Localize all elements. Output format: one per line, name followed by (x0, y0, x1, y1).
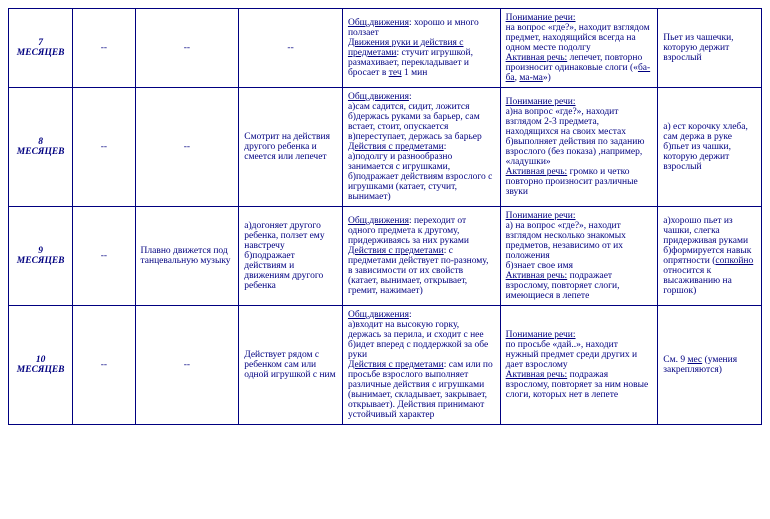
text: по просьбе «дай..», находит нужный предм… (506, 340, 637, 370)
cell: а)догоняет другого ребенка, ползет ему н… (239, 207, 343, 306)
text: 1 мин (402, 68, 428, 78)
cell: См. 9 мес (умения закрепляются) (658, 306, 762, 425)
text: относится к высаживанию на горшок) (663, 266, 732, 296)
cell: -- (135, 306, 239, 425)
heading: Понимание речи: (506, 97, 576, 107)
cell: Понимание речи: а) на вопрос «где?», нах… (500, 207, 658, 306)
cell: а) ест корочку хлеба, сам держа в руке б… (658, 88, 762, 207)
age-cell: 9 МЕСЯЦЕВ (9, 207, 73, 306)
cell: -- (73, 207, 135, 306)
text: а) на вопрос «где?», находит взглядом не… (506, 221, 626, 271)
text: а)на вопрос «где?», находит взглядом 2-3… (506, 107, 645, 167)
cell: -- (73, 9, 135, 88)
heading: Общ.движения (348, 216, 409, 226)
table-row: 10 МЕСЯЦЕВ -- -- Действует рядом с ребен… (9, 306, 762, 425)
cell: -- (135, 88, 239, 207)
heading: Общ.движения (348, 92, 409, 102)
age-cell: 10 МЕСЯЦЕВ (9, 306, 73, 425)
table-row: 9 МЕСЯЦЕВ -- Плавно движется под танцева… (9, 207, 762, 306)
heading: Понимание речи: (506, 211, 576, 221)
cell: Действует рядом с ребенком сам или одной… (239, 306, 343, 425)
heading: Активная речь: (506, 167, 568, 177)
cell: Плавно движется под танцевальную музыку (135, 207, 239, 306)
heading: Активная речь: (506, 271, 568, 281)
development-table: 7 МЕСЯЦЕВ -- -- -- Общ.движения: хорошо … (8, 8, 762, 425)
cell: -- (239, 9, 343, 88)
text: См. 9 (663, 355, 687, 365)
cell: -- (73, 306, 135, 425)
cell: Общ.движения: а)сам садится, сидит, ложи… (342, 88, 500, 207)
cell: Общ.движения: хорошо и много ползает Дви… (342, 9, 500, 88)
cell: Понимание речи: по просьбе «дай..», нахо… (500, 306, 658, 425)
heading: Понимание речи: (506, 330, 576, 340)
heading: Действия с предметами (348, 142, 444, 152)
cell: Общ.движения: а)входит на высокую горку,… (342, 306, 500, 425)
text: ма-ма (519, 73, 543, 83)
heading: Действия с предметами (348, 360, 444, 370)
age-cell: 7 МЕСЯЦЕВ (9, 9, 73, 88)
cell: Понимание речи: на вопрос «где?», находи… (500, 9, 658, 88)
heading: Активная речь: (506, 370, 568, 380)
cell: -- (73, 88, 135, 207)
table-row: 8 МЕСЯЦЕВ -- -- Смотрит на действия друг… (9, 88, 762, 207)
text: сопкойно (715, 256, 753, 266)
cell: а)хорошо пьет из чашки, слегка придержив… (658, 207, 762, 306)
cell: Понимание речи: а)на вопрос «где?», нахо… (500, 88, 658, 207)
text: на вопрос «где?», находит взглядом предм… (506, 23, 650, 53)
cell: -- (135, 9, 239, 88)
heading: Активная речь: (506, 53, 568, 63)
cell: Общ.движения: переходит от одного предме… (342, 207, 500, 306)
age-cell: 8 МЕСЯЦЕВ (9, 88, 73, 207)
heading: Общ.движения (348, 310, 409, 320)
heading: Понимание речи: (506, 13, 576, 23)
cell: Смотрит на действия другого ребенка и см… (239, 88, 343, 207)
cell: Пьет из чашечки, которую держит взрослый (658, 9, 762, 88)
heading: Действия с предметами (348, 246, 444, 256)
text: мес (687, 355, 702, 365)
text: ») (543, 73, 551, 83)
text: теч (389, 68, 402, 78)
table-row: 7 МЕСЯЦЕВ -- -- -- Общ.движения: хорошо … (9, 9, 762, 88)
heading: Общ.движения (348, 18, 409, 28)
